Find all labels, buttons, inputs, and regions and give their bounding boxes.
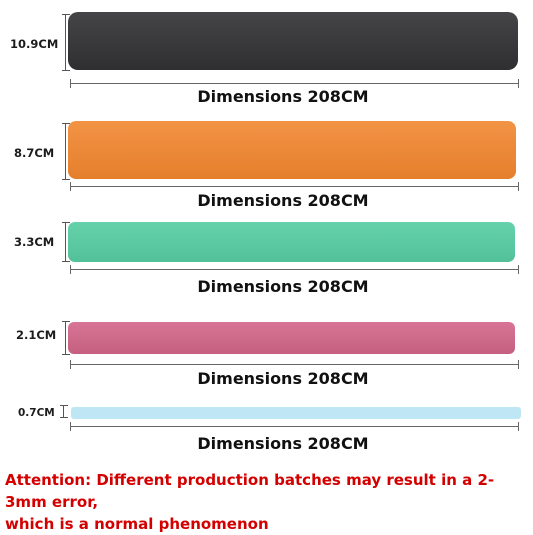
band-width-bracket [62,14,72,71]
band-light-blue [71,407,521,419]
band-orange [68,121,516,179]
band-teal [68,222,515,262]
band-width-label: 3.3CM [14,235,55,249]
length-dimension-line [70,422,519,431]
length-dimension-line [70,360,519,369]
band-width-bracket [62,123,72,180]
band-width-label: 0.7CM [18,407,55,419]
band-width-bracket [60,405,70,418]
band-width-label: 8.7CM [14,146,55,160]
length-dimension-line [70,265,519,274]
band-width-label: 10.9CM [10,37,59,51]
attention-note-line-1: Attention: Different production batches … [5,471,495,511]
length-dimension-line [70,182,519,191]
length-label: Dimensions 208CM [197,87,369,106]
attention-note: Attention: Different production batches … [5,469,530,535]
band-width-bracket [62,321,72,355]
length-label: Dimensions 208CM [197,191,369,210]
length-label: Dimensions 208CM [197,369,369,388]
length-dimension-line [70,79,519,88]
band-width-label: 2.1CM [16,328,57,342]
band-black [68,12,518,70]
length-label: Dimensions 208CM [197,434,369,453]
band-width-bracket [62,222,72,262]
band-pink [68,322,515,354]
length-label: Dimensions 208CM [197,277,369,296]
attention-note-line-2: which is a normal phenomenon [5,515,269,533]
